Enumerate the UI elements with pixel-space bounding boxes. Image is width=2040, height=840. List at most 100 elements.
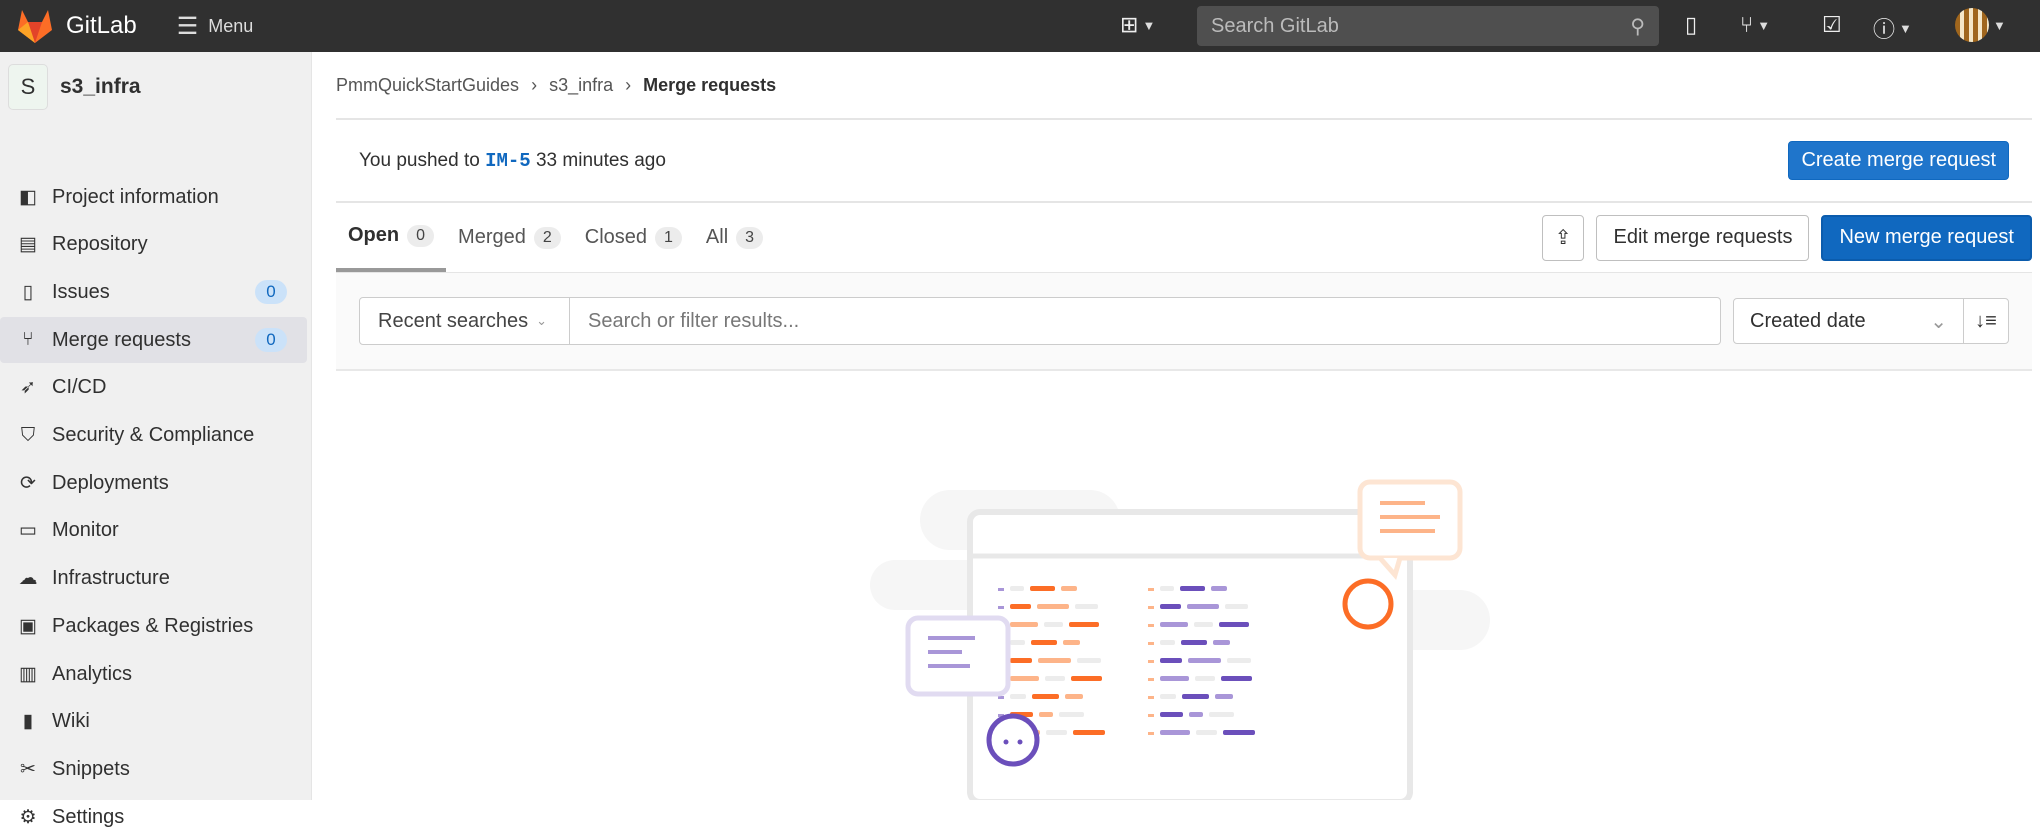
user-menu[interactable]: ▼ — [1955, 8, 2006, 42]
code-line — [1148, 642, 1154, 645]
new-dropdown[interactable]: ⊞ ▼ — [1120, 12, 1155, 38]
sidebar-item-snippets[interactable]: ✂ Snippets — [0, 746, 307, 792]
sidebar-item-analytics[interactable]: ▥ Analytics — [0, 651, 307, 697]
sidebar-item-label: Deployments — [52, 471, 169, 494]
code-line — [1181, 640, 1207, 645]
code-line — [1071, 676, 1102, 681]
tab-all[interactable]: All 3 — [694, 203, 775, 272]
code-line — [1075, 604, 1098, 609]
merge-requests-dropdown[interactable]: ⑂ ▼ — [1740, 12, 1770, 38]
code-line — [1160, 622, 1188, 627]
sidebar-item-label: CI/CD — [52, 376, 107, 399]
code-line — [1077, 658, 1101, 663]
code-line — [1213, 640, 1230, 645]
help-icon: ⓘ — [1873, 17, 1896, 42]
tab-count: 2 — [533, 226, 561, 249]
chevron-down-icon: ▼ — [1993, 17, 2006, 33]
filter-search-input[interactable]: Search or filter results... — [588, 309, 800, 332]
sidebar-item-infrastructure[interactable]: ☁ Infrastructure — [0, 556, 307, 602]
sidebar-item-security-compliance[interactable]: ⛉ Security & Compliance — [0, 413, 307, 459]
gitlab-logo[interactable]: GitLab — [16, 8, 137, 44]
code-line — [1215, 694, 1233, 699]
code-line — [1219, 622, 1249, 627]
code-line — [1046, 730, 1067, 735]
sidebar-item-merge-requests[interactable]: ⑂ Merge requests 0 — [0, 317, 307, 364]
code-line — [1148, 660, 1154, 663]
tab-label: Closed — [584, 226, 648, 248]
code-line — [1182, 694, 1209, 699]
scissors-icon: ✂ — [20, 758, 36, 780]
tab-count: 0 — [407, 224, 435, 247]
code-line — [1030, 586, 1055, 591]
code-line — [1010, 640, 1025, 645]
code-line — [1160, 730, 1190, 735]
export-button[interactable]: ⇪ — [1541, 214, 1585, 261]
code-line — [1039, 712, 1053, 717]
tab-label: Merged — [458, 226, 526, 248]
sort-label: Created date — [1750, 309, 1866, 332]
search-input[interactable]: Search GitLab ⚲ — [1197, 6, 1659, 46]
sidebar-item-label: Project information — [52, 185, 219, 208]
issues-icon: ▯ — [22, 281, 34, 303]
code-line — [1010, 694, 1026, 699]
breadcrumb-project[interactable]: s3_infra — [549, 74, 614, 95]
code-line — [1148, 624, 1154, 627]
push-time: 33 minutes ago — [535, 149, 666, 171]
code-line — [1160, 640, 1175, 645]
plus-square-icon: ⊞ — [1120, 12, 1139, 37]
edit-merge-requests-button[interactable]: Edit merge requests — [1596, 214, 1810, 261]
rocket-icon: ➶ — [20, 377, 36, 399]
sidebar-item-label: Wiki — [52, 710, 90, 733]
chart-icon: ▥ — [19, 663, 37, 685]
new-merge-request-button[interactable]: New merge request — [1821, 214, 2032, 261]
sidebar-item-label: Repository — [52, 233, 148, 256]
tab-open[interactable]: Open 0 — [336, 203, 447, 272]
push-banner: You pushed to IM-5 33 minutes ago Create… — [336, 120, 2032, 203]
help-dropdown[interactable]: ⓘ ▼ — [1873, 12, 1912, 44]
brand-name: GitLab — [66, 12, 137, 39]
sidebar-item-issues[interactable]: ▯ Issues 0 — [0, 269, 307, 315]
package-icon: ▣ — [19, 615, 37, 637]
issues-icon[interactable]: ▯ — [1685, 12, 1698, 37]
main-content: PmmQuickStartGuides › s3_infra › Merge req… — [336, 52, 2032, 371]
menu-button[interactable]: ☰ Menu — [177, 12, 254, 41]
sidebar-item-packages-registries[interactable]: ▣ Packages & Registries — [0, 603, 307, 649]
book-icon: ▮ — [22, 711, 34, 733]
sidebar-item-settings[interactable]: ⚙ Settings — [0, 794, 307, 840]
sidebar-item-repository[interactable]: ▤ Repository — [0, 222, 307, 268]
breadcrumb-group[interactable]: PmmQuickStartGuides — [336, 74, 520, 95]
code-line — [1160, 712, 1183, 717]
tanuki-icon — [18, 10, 52, 43]
tab-closed[interactable]: Closed 1 — [573, 203, 694, 272]
monitor-icon: ▭ — [19, 520, 37, 542]
doc-icon: ▤ — [19, 234, 37, 256]
sidebar-item-wiki[interactable]: ▮ Wiki — [0, 699, 307, 745]
code-line — [1063, 640, 1080, 645]
create-merge-request-button[interactable]: Create merge request — [1788, 141, 2009, 180]
avatar — [1955, 8, 1989, 42]
sidebar-item-label: Packages & Registries — [52, 614, 254, 637]
project-header[interactable]: S s3_infra — [0, 52, 311, 122]
sidebar-item-monitor[interactable]: ▭ Monitor — [0, 508, 307, 554]
sidebar-item-deployments[interactable]: ⟳ Deployments — [0, 460, 307, 506]
recent-searches-dropdown[interactable]: Recent searches ⌄ — [360, 298, 570, 344]
code-line — [1189, 712, 1203, 717]
chevron-down-icon: ▼ — [1899, 20, 1912, 36]
sidebar-item-ci-cd[interactable]: ➶ CI/CD — [0, 365, 307, 411]
code-line — [998, 588, 1004, 591]
code-line — [1211, 586, 1227, 591]
code-line — [1221, 676, 1252, 681]
todo-icon[interactable]: ☑ — [1822, 12, 1842, 37]
sidebar-item-label: Infrastructure — [52, 567, 170, 590]
sort-dropdown[interactable]: Created date ⌄ — [1734, 299, 1964, 343]
code-line — [998, 606, 1004, 609]
tab-merged[interactable]: Merged 2 — [446, 203, 573, 272]
sidebar-item-project-information[interactable]: ◧ Project information — [0, 174, 307, 220]
sidebar-item-label: Analytics — [52, 662, 133, 685]
sort-direction-button[interactable]: ↓≡ — [1964, 299, 2008, 343]
empty-state-illustration — [870, 479, 1490, 800]
breadcrumb-current[interactable]: Merge requests — [643, 74, 777, 95]
code-line — [1032, 694, 1059, 699]
branch-link[interactable]: IM-5 — [485, 149, 531, 172]
code-line — [1037, 604, 1069, 609]
